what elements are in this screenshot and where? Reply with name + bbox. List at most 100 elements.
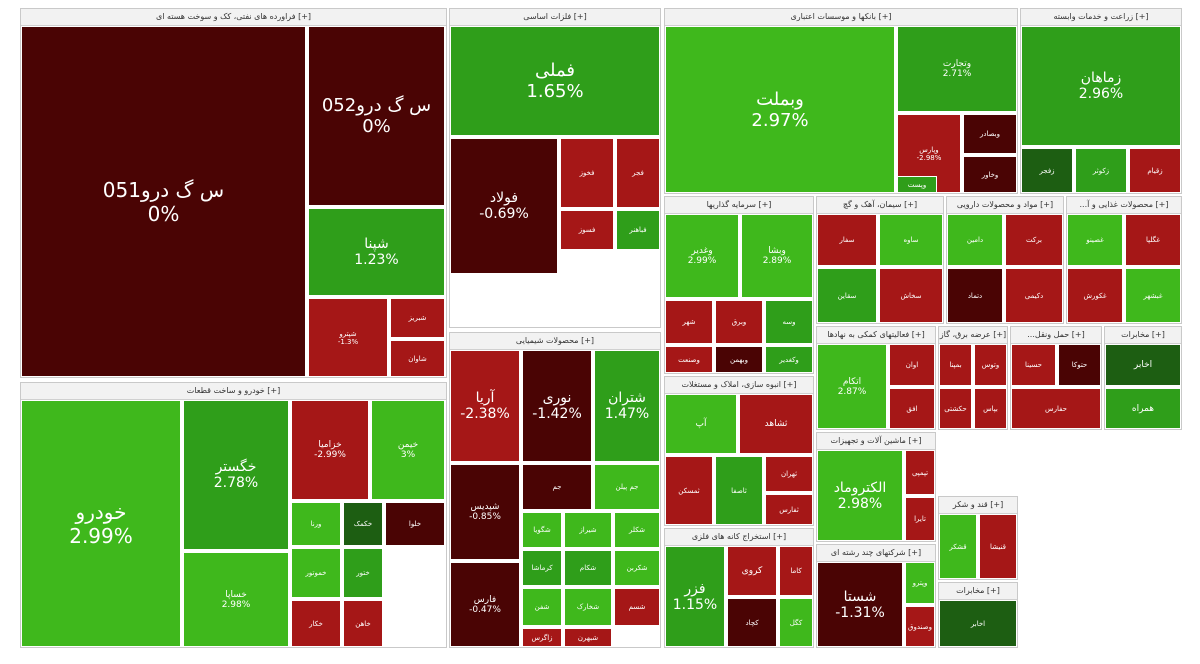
sector-title[interactable]: [+] ماشین آلات و تجهیزات bbox=[817, 433, 935, 450]
stock-tile[interactable]: فارس -0.47% bbox=[450, 562, 520, 647]
stock-tile[interactable]: نوری -1.42% bbox=[522, 350, 592, 462]
stock-tile[interactable]: وصنعت bbox=[665, 346, 713, 373]
stock-tile[interactable]: شخارک bbox=[564, 588, 612, 626]
sector-title[interactable]: [+] مواد و محصولات دارویی bbox=[947, 197, 1063, 214]
sector-panel[interactable]: [+] زراعت و خدمات وابسته زماهان 2.96% زفجر ز… bbox=[1020, 8, 1182, 194]
stock-tile[interactable]: آریا -2.38% bbox=[450, 350, 520, 462]
sector-title[interactable]: [+] مخابرات bbox=[1105, 327, 1181, 344]
stock-tile[interactable]: وسه bbox=[765, 300, 813, 344]
sector-panel[interactable]: [+] محصولات غذایی و آ... غصینو غگلپا غکورش غ… bbox=[1066, 196, 1182, 324]
sector-title[interactable]: [+] محصولات غذایی و آ... bbox=[1067, 197, 1181, 214]
sector-title[interactable]: [+] شرکتهای چند رشته ای bbox=[817, 545, 935, 562]
sector-title[interactable]: [+] فعالیتهای کمکی به نهادها bbox=[817, 327, 935, 344]
sector-panel[interactable]: [+] مخابرات اخابر همراه bbox=[1104, 326, 1182, 430]
stock-tile[interactable]: ثمسکن bbox=[665, 456, 713, 525]
stock-tile[interactable]: شاوان bbox=[390, 340, 445, 377]
stock-tile[interactable]: بمپنا bbox=[939, 344, 972, 386]
stock-tile[interactable]: شگویا bbox=[522, 512, 562, 548]
stock-tile[interactable]: شهر bbox=[665, 300, 713, 344]
stock-tile[interactable]: جم bbox=[522, 464, 592, 510]
stock-tile[interactable]: شستا -1.31% bbox=[817, 562, 903, 647]
stock-tile[interactable]: شسم bbox=[614, 588, 660, 626]
sector-title[interactable]: [+] محصولات شیمیایی bbox=[450, 333, 660, 350]
sector-title[interactable]: [+] فلزات اساسی bbox=[450, 9, 660, 26]
stock-tile[interactable]: زقیام bbox=[1129, 148, 1181, 193]
stock-tile[interactable]: وپست bbox=[897, 176, 937, 193]
stock-tile[interactable]: شپنا 1.23% bbox=[308, 208, 445, 296]
sector-title[interactable]: [+] استخراج کانه های فلزی bbox=[665, 529, 813, 546]
stock-tile[interactable]: دتماد bbox=[947, 268, 1003, 323]
sector-panel[interactable]: [+] فعالیتهای کمکی به نهادها اتکام 2.87% او… bbox=[816, 326, 936, 430]
stock-tile[interactable]: قنیشا bbox=[979, 514, 1017, 579]
stock-tile[interactable]: ثشاهد bbox=[739, 394, 813, 454]
stock-tile[interactable]: زماهان 2.96% bbox=[1021, 26, 1181, 146]
stock-tile[interactable]: شپدیس -0.85% bbox=[450, 464, 520, 560]
sector-title[interactable]: [+] انبوه سازی، املاک و مستغلات bbox=[665, 377, 813, 394]
sector-panel[interactable]: [+] شرکتهای چند رشته ای شستا -1.31% وپترو وص… bbox=[816, 544, 936, 648]
stock-tile[interactable]: دامین bbox=[947, 214, 1003, 266]
stock-tile[interactable]: قشکر bbox=[939, 514, 977, 579]
sector-title[interactable]: [+] قند و شکر bbox=[939, 497, 1017, 514]
stock-tile[interactable]: کاما bbox=[779, 546, 813, 596]
stock-tile[interactable]: جم پیلن bbox=[594, 464, 660, 510]
stock-tile[interactable]: ثاصفا bbox=[715, 456, 763, 525]
stock-tile[interactable]: س گ درو051 0% bbox=[21, 26, 306, 377]
stock-tile[interactable]: خیمن 3% bbox=[371, 400, 445, 500]
stock-tile[interactable]: اتکام 2.87% bbox=[817, 344, 887, 429]
sector-panel[interactable]: [+] سیمان، آهک و گچ سفار ساوه سقاین سخاش bbox=[816, 196, 944, 324]
stock-tile[interactable]: فولاد -0.69% bbox=[450, 138, 558, 274]
sector-title[interactable]: [+] سرمایه گذاریها bbox=[665, 197, 813, 214]
stock-tile[interactable]: غصینو bbox=[1067, 214, 1123, 266]
stock-tile[interactable]: افق bbox=[889, 388, 935, 429]
stock-tile[interactable]: زاگرس bbox=[522, 628, 562, 647]
stock-tile[interactable]: شیراز bbox=[564, 512, 612, 548]
sector-title[interactable]: [+] حمل ونقل... bbox=[1011, 327, 1101, 344]
stock-tile[interactable]: الکتروماد 2.98% bbox=[817, 450, 903, 541]
stock-tile[interactable]: سقاین bbox=[817, 268, 877, 323]
sector-title[interactable]: [+] فراورده های نفتی، کک و سوخت هسته ای bbox=[21, 9, 446, 26]
sector-panel[interactable]: [+] سرمایه گذاریها وغدیر 2.99% وبشا 2.89% شهر… bbox=[664, 196, 814, 374]
sector-panel[interactable]: [+] فراورده های نفتی، کک و سوخت هسته ای س… bbox=[20, 8, 447, 378]
stock-tile[interactable]: خلوا bbox=[385, 502, 445, 546]
stock-tile[interactable]: فجر bbox=[616, 138, 660, 208]
stock-tile[interactable]: اخابر bbox=[1105, 344, 1181, 386]
stock-tile[interactable]: شکام bbox=[564, 550, 612, 586]
sector-panel[interactable]: [+] فلزات اساسی فملی 1.65% فولاد -0.69% فخوز ف… bbox=[449, 8, 661, 328]
stock-tile[interactable]: خزامیا -2.99% bbox=[291, 400, 369, 500]
stock-tile[interactable]: بپاس bbox=[974, 388, 1007, 429]
stock-tile[interactable]: وپترو bbox=[905, 562, 935, 604]
stock-tile[interactable]: وصندوق bbox=[905, 606, 935, 647]
sector-title[interactable]: [+] خودرو و ساخت قطعات bbox=[21, 383, 446, 400]
stock-tile[interactable]: فباهنر bbox=[616, 210, 660, 250]
stock-tile[interactable]: کرماشا bbox=[522, 550, 562, 586]
stock-tile[interactable]: خودرو 2.99% bbox=[21, 400, 181, 647]
stock-tile[interactable]: وکغدیر bbox=[765, 346, 813, 373]
stock-tile[interactable]: شبهرن bbox=[564, 628, 612, 647]
stock-tile[interactable]: اخابر bbox=[939, 600, 1017, 647]
sector-title[interactable]: [+] بانکها و موسسات اعتباری bbox=[665, 9, 1017, 26]
stock-tile[interactable]: خگستر 2.78% bbox=[183, 400, 289, 550]
stock-tile[interactable]: اوان bbox=[889, 344, 935, 386]
stock-tile[interactable]: شبریز bbox=[390, 298, 445, 338]
stock-tile[interactable]: فسوز bbox=[560, 210, 614, 250]
stock-tile[interactable]: کگل bbox=[779, 598, 813, 647]
stock-tile[interactable]: دکیمی bbox=[1005, 268, 1063, 323]
stock-tile[interactable]: وبرق bbox=[715, 300, 763, 344]
stock-tile[interactable]: همراه bbox=[1105, 388, 1181, 429]
stock-tile[interactable]: وخاور bbox=[963, 156, 1017, 193]
stock-tile[interactable]: شپترو -1.3% bbox=[308, 298, 388, 377]
stock-tile[interactable]: سخاش bbox=[879, 268, 943, 323]
stock-tile[interactable]: ثهران bbox=[765, 456, 813, 492]
stock-tile[interactable]: غکورش bbox=[1067, 268, 1123, 323]
stock-tile[interactable]: کروی bbox=[727, 546, 777, 596]
sector-title[interactable]: [+] مخابرات bbox=[939, 583, 1017, 600]
stock-tile[interactable]: سفار bbox=[817, 214, 877, 266]
sector-panel[interactable]: [+] ماشین آلات و تجهیزات الکتروماد 2.98% تپ… bbox=[816, 432, 936, 542]
stock-tile[interactable]: کچاد bbox=[727, 598, 777, 647]
stock-tile[interactable]: وغدیر 2.99% bbox=[665, 214, 739, 298]
sector-title[interactable]: [+] عرضه برق، گاز bbox=[939, 327, 1007, 344]
stock-tile[interactable]: برکت bbox=[1005, 214, 1063, 266]
stock-tile[interactable]: تایرا bbox=[905, 497, 935, 541]
stock-tile[interactable]: وتوس bbox=[974, 344, 1007, 386]
stock-tile[interactable]: ختور bbox=[343, 548, 383, 598]
